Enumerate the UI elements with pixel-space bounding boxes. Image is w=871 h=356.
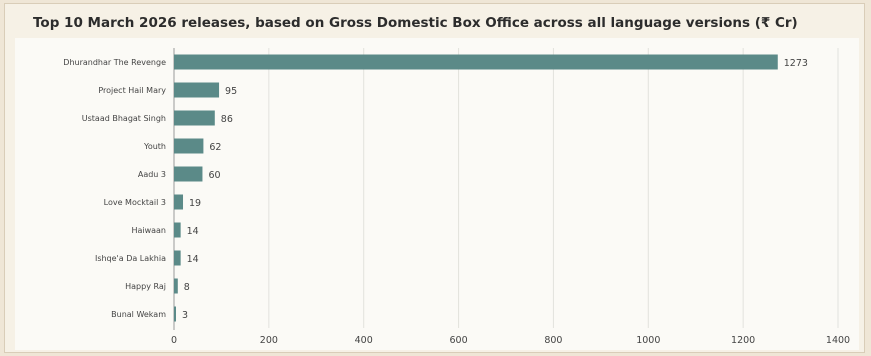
x-tick-label: 400	[355, 335, 373, 346]
category-label: Happy Raj	[125, 282, 166, 291]
category-label: Ishqe'a Da Lakhia	[95, 254, 166, 263]
value-label: 86	[221, 114, 233, 125]
bar	[174, 110, 215, 126]
category-label: Haiwaan	[131, 226, 166, 235]
bar	[174, 306, 176, 322]
bar	[174, 54, 778, 70]
bar	[174, 250, 181, 266]
value-label: 62	[209, 142, 221, 153]
category-label: Youth	[143, 142, 166, 151]
bar	[174, 194, 184, 210]
category-label: Ustaad Bhagat Singh	[82, 114, 166, 123]
bar	[174, 82, 220, 98]
x-tick-label: 600	[450, 335, 468, 346]
chart-title: Top 10 March 2026 releases, based on Gro…	[33, 15, 798, 31]
value-label: 3	[182, 310, 188, 321]
x-tick-label: 1400	[826, 335, 850, 346]
category-label: Dhurandhar The Revenge	[63, 58, 166, 67]
x-tick-label: 200	[260, 335, 278, 346]
value-label: 95	[225, 86, 237, 97]
x-tick-label: 800	[544, 335, 562, 346]
x-tick-label: 1200	[731, 335, 755, 346]
bar	[174, 138, 204, 154]
value-label: 14	[187, 226, 199, 237]
bar	[174, 278, 178, 294]
bar	[174, 166, 203, 182]
bar	[174, 222, 181, 238]
value-label: 60	[208, 170, 220, 181]
category-label: Bunal Wekam	[111, 310, 166, 319]
value-label: 1273	[784, 58, 808, 69]
value-label: 8	[184, 282, 190, 293]
value-label: 14	[187, 254, 199, 265]
x-tick-label: 0	[171, 335, 177, 346]
category-label: Love Mocktail 3	[104, 198, 166, 207]
category-label: Project Hail Mary	[98, 86, 166, 95]
x-tick-label: 1000	[636, 335, 660, 346]
value-label: 19	[189, 198, 201, 209]
category-label: Aadu 3	[138, 170, 166, 179]
plot-panel	[15, 38, 859, 350]
